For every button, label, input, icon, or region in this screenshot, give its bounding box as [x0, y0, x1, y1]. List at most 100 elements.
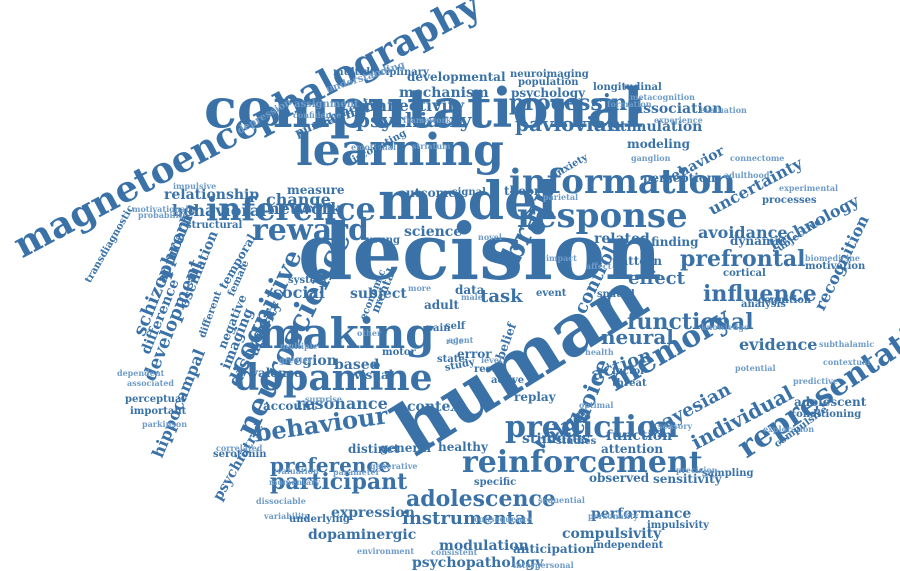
word-reinforcement: reinforcement: [462, 445, 703, 480]
word-instrumental: instrumental: [402, 508, 534, 529]
word-event: event: [536, 288, 567, 299]
word-making: making: [258, 309, 435, 358]
word-impulsive: impulsive: [173, 181, 217, 191]
word-parameter: parameter: [333, 467, 380, 477]
word-compulsivity: compulsivity: [562, 526, 662, 542]
word-learning: learning: [296, 125, 504, 176]
word-anticipation: anticipation: [513, 542, 595, 556]
word-mechanism: mechanism: [399, 85, 489, 101]
word-subthalamic: subthalamic: [819, 339, 875, 349]
word-dopaminergic: dopaminergic: [308, 527, 417, 543]
word-environment: environment: [357, 546, 415, 556]
word-parkinson: parkinson: [142, 419, 188, 429]
word-level: level: [481, 355, 502, 365]
word-threat: threat: [612, 378, 647, 389]
word-personality: personality: [588, 511, 639, 521]
word-associated: associated: [127, 378, 174, 388]
word-impulsivity: impulsivity: [647, 520, 709, 531]
word-modulation: modulation: [439, 538, 529, 554]
word-network: network: [268, 199, 342, 218]
word-subject: subject: [350, 286, 407, 302]
word-population: population: [518, 77, 579, 88]
word-developmental: developmental: [407, 70, 506, 84]
word-active: active: [491, 375, 525, 386]
word-data: data: [455, 283, 485, 297]
word-relationship: relationship: [164, 187, 260, 203]
word-effect: effect: [628, 268, 685, 289]
word-consistent: consistent: [431, 547, 478, 557]
word-analysis: analysis: [741, 299, 786, 310]
word-task: task: [480, 286, 523, 307]
word-evaluation: evaluation: [700, 105, 747, 115]
word-reward: reward: [252, 213, 369, 248]
word-influence: influence: [703, 281, 817, 307]
word-studies: studies: [556, 436, 597, 447]
word-affect: affect: [586, 261, 612, 271]
word-striatum: striatum: [412, 141, 451, 151]
word-potential: potential: [735, 363, 776, 373]
word-adolescent: adolescent: [794, 395, 867, 409]
word-replay: replay: [514, 390, 556, 404]
word-related: related: [594, 231, 650, 247]
word-evidence: evidence: [739, 335, 818, 354]
word-underlying: underlying: [289, 514, 350, 525]
word-change: change: [266, 190, 331, 209]
word-impact: impact: [546, 253, 577, 263]
word-error: error: [457, 347, 492, 361]
word-psychopathology: psychopathology: [412, 555, 544, 571]
word-neuroimaging: neuroimaging: [510, 69, 589, 80]
word-resonance: resonance: [296, 394, 388, 413]
word-consequence: consequence: [474, 514, 532, 524]
word-processing: processing: [509, 90, 643, 116]
word-functional: functional: [627, 309, 754, 335]
word-behavioral: behavioral: [172, 201, 267, 220]
word-context: context: [407, 399, 466, 415]
word-sampling: sampling: [702, 468, 754, 479]
word-sensitivity: sensitivity: [653, 472, 722, 486]
word-confidence: confidence: [293, 110, 342, 120]
word-connectome: connectome: [730, 153, 785, 163]
word-modeling: modeling: [627, 137, 690, 151]
word-psychiatric: psychiatric: [210, 420, 268, 504]
word-avoidance: avoidance: [698, 223, 788, 242]
word-framework: framework: [403, 115, 452, 125]
word-prediction: prediction: [505, 410, 679, 445]
word-measure: measure: [287, 183, 345, 197]
word-experimental: experimental: [779, 183, 839, 193]
word-sensory: sensory: [658, 421, 693, 431]
word-conditioning: conditioning: [790, 409, 862, 420]
word-dynamic: dynamic: [730, 234, 787, 248]
word-biomedicine: biomedicine: [805, 253, 860, 263]
word-inference: inference: [206, 190, 376, 228]
word-other: other: [357, 328, 382, 338]
word-more: more: [408, 283, 432, 293]
word-response: response: [517, 196, 688, 236]
word-parietal: parietal: [543, 192, 579, 202]
word-role: role: [446, 336, 464, 346]
word-health: health: [585, 347, 614, 357]
word-probability: probability: [138, 210, 187, 220]
word-greater: greater: [279, 355, 313, 365]
word-computational: computational: [204, 76, 644, 140]
word-factor: factor: [612, 366, 646, 377]
word-knowledge: knowledge: [701, 322, 749, 332]
word-multiple: multiple: [280, 341, 318, 351]
word-neural: neural: [601, 325, 674, 349]
word-account: account: [263, 399, 317, 413]
word-cortical: cortical: [723, 268, 766, 279]
word-surprise: surprise: [305, 394, 342, 404]
word-generative: generative: [370, 461, 418, 471]
word-expression: expression: [331, 505, 415, 521]
word-momentary: momentary: [269, 477, 320, 487]
word-stimulation: stimulation: [612, 119, 703, 135]
word-longitudinal: longitudinal: [593, 82, 662, 93]
word-male: male: [461, 292, 483, 302]
word-sequential: sequential: [538, 495, 585, 505]
word-metacognition: metacognition: [630, 92, 695, 102]
word-adulthood: adulthood: [724, 170, 770, 180]
word-based: based: [334, 357, 380, 373]
word-social: social: [273, 283, 325, 302]
word-optimal: optimal: [579, 400, 614, 410]
word-assignment: assignment: [294, 99, 359, 110]
word-correlated: correlated: [216, 443, 263, 453]
